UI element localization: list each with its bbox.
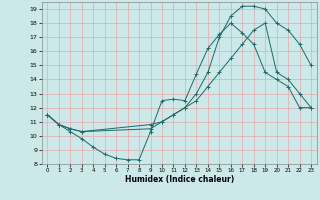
X-axis label: Humidex (Indice chaleur): Humidex (Indice chaleur) [124, 175, 234, 184]
